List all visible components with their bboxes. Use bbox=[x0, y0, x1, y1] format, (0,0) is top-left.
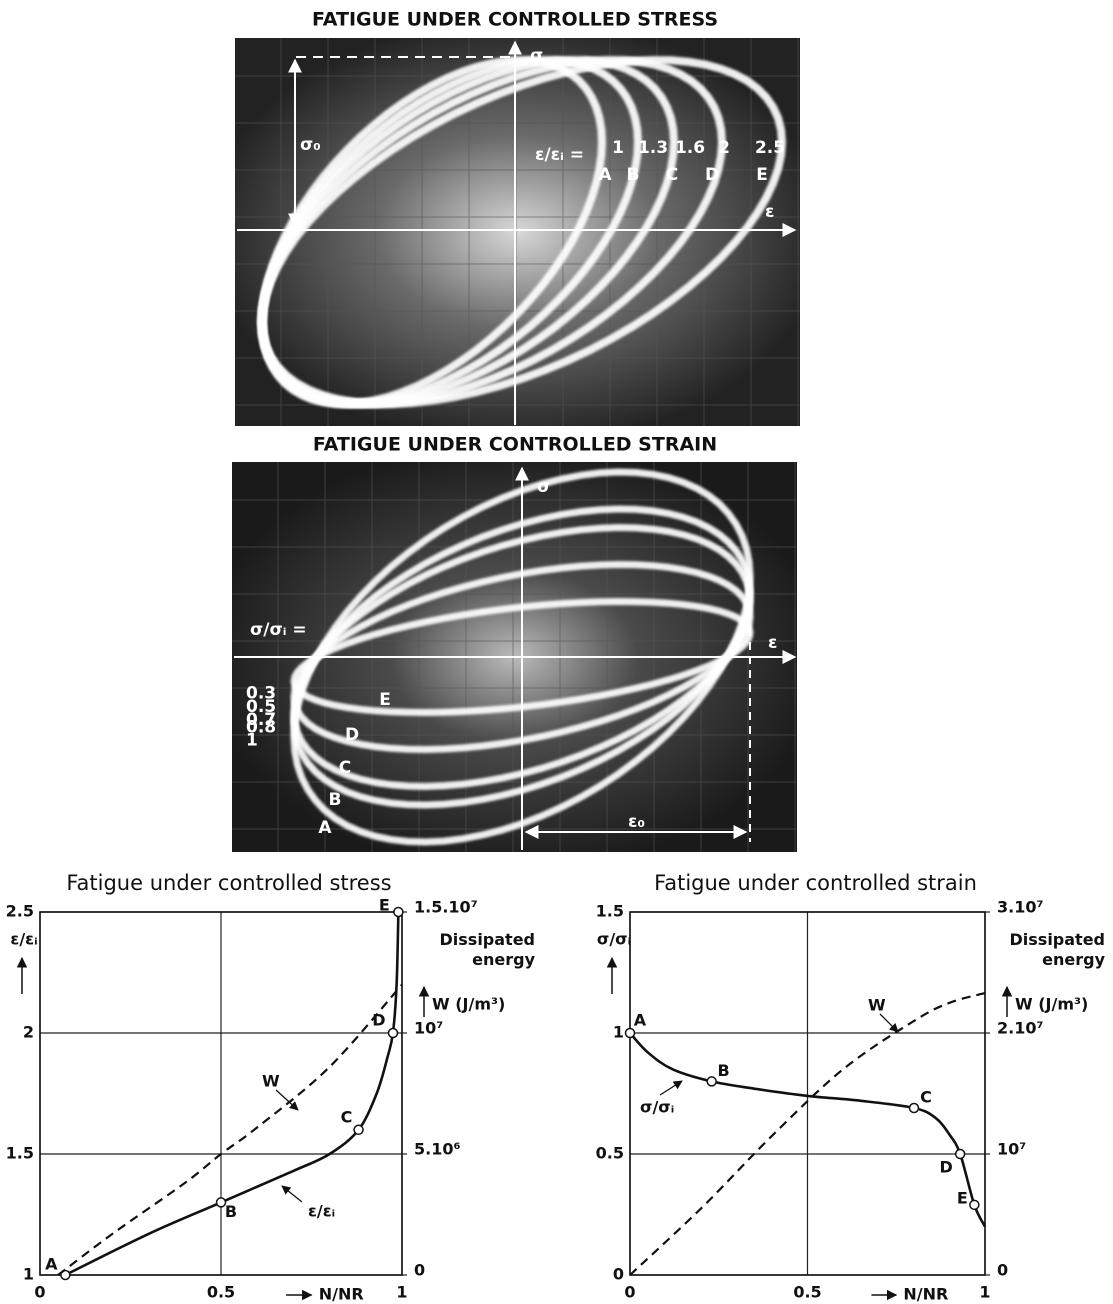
data-point bbox=[910, 1104, 919, 1113]
loop-label: C bbox=[666, 165, 678, 185]
y-axis-label: σ/σᵢ bbox=[597, 930, 631, 949]
series-label-arrow bbox=[880, 1014, 898, 1032]
x-tick-label: 1 bbox=[979, 1283, 990, 1302]
series-line bbox=[58, 985, 402, 1275]
point-label: E bbox=[957, 1188, 968, 1207]
data-point bbox=[707, 1077, 716, 1086]
x-tick-label: 0.5 bbox=[793, 1283, 821, 1302]
y-tick-label: 1.5 bbox=[596, 902, 624, 921]
loop-label: A bbox=[598, 165, 612, 185]
y2-tick-label: 2.10⁷ bbox=[997, 1019, 1043, 1038]
page: FATIGUE UNDER CONTROLLED STRESSσεσ₀ε/εᵢ … bbox=[0, 0, 1113, 1304]
amplitude-label: σ₀ bbox=[300, 135, 321, 155]
y2-axis-unit: W (J/m³) bbox=[432, 995, 505, 1014]
y2-axis-unit: W (J/m³) bbox=[1015, 995, 1088, 1014]
data-point bbox=[970, 1200, 979, 1209]
loop-label: B bbox=[627, 165, 640, 185]
point-label: A bbox=[634, 1011, 647, 1030]
ratio-value: 1.3 bbox=[638, 138, 668, 158]
y2-axis-label: Dissipated energy bbox=[995, 930, 1105, 970]
y-tick-label: 1 bbox=[23, 1265, 34, 1284]
point-label: A bbox=[45, 1255, 58, 1274]
x-tick-label: 0.5 bbox=[207, 1283, 235, 1302]
y2-tick-label: 10⁷ bbox=[414, 1019, 443, 1038]
ratio-value: 1 bbox=[612, 138, 624, 158]
data-point bbox=[394, 908, 403, 917]
loop-label: B bbox=[329, 790, 342, 810]
point-label: C bbox=[341, 1107, 353, 1126]
y-tick-label: 1 bbox=[613, 1023, 624, 1042]
series-label-arrow bbox=[660, 1081, 682, 1095]
point-label: D bbox=[940, 1158, 953, 1177]
point-label: B bbox=[225, 1202, 237, 1221]
y-tick-label: 0 bbox=[613, 1265, 624, 1284]
axis-label: ε bbox=[768, 633, 777, 653]
ratio-value: 2 bbox=[718, 138, 730, 158]
point-label: E bbox=[379, 896, 390, 915]
photo-title: FATIGUE UNDER CONTROLLED STRESS bbox=[312, 9, 718, 31]
ratio-value: 2.5 bbox=[755, 138, 785, 158]
ratio-label: ε/εᵢ = bbox=[535, 145, 584, 165]
point-label: B bbox=[718, 1061, 730, 1080]
data-point bbox=[354, 1125, 363, 1134]
x-axis-label: N/NR bbox=[319, 1285, 364, 1304]
series-label-arrow bbox=[276, 1090, 298, 1110]
series-label: W bbox=[262, 1072, 280, 1091]
data-point bbox=[956, 1150, 965, 1159]
x-tick-label: 0 bbox=[624, 1283, 635, 1302]
data-point bbox=[388, 1029, 397, 1038]
y-tick-label: 0.5 bbox=[596, 1144, 624, 1163]
chart-title: Fatigue under controlled stress bbox=[66, 871, 391, 895]
series-label: ε/εᵢ bbox=[308, 1202, 335, 1221]
y-tick-label: 2.5 bbox=[6, 902, 34, 921]
chart-title: Fatigue under controlled strain bbox=[654, 871, 977, 895]
y2-tick-label: 10⁷ bbox=[997, 1140, 1026, 1159]
y2-tick-label: 0 bbox=[414, 1261, 425, 1280]
y-tick-label: 1.5 bbox=[6, 1144, 34, 1163]
y2-axis-label: Dissipated energy bbox=[425, 930, 535, 970]
point-label: C bbox=[920, 1088, 932, 1107]
x-tick-label: 0 bbox=[34, 1283, 45, 1302]
y2-tick-label: 3.10⁷ bbox=[997, 898, 1043, 917]
series-label: σ/σᵢ bbox=[640, 1098, 674, 1117]
loop-label: A bbox=[318, 818, 332, 838]
amplitude-label: ε₀ bbox=[628, 812, 645, 832]
ratio-value: 1.6 bbox=[675, 138, 705, 158]
photo-title: FATIGUE UNDER CONTROLLED STRAIN bbox=[313, 434, 717, 456]
figure: FATIGUE UNDER CONTROLLED STRESSσεσ₀ε/εᵢ … bbox=[0, 0, 1113, 1304]
series-label: W bbox=[868, 996, 886, 1015]
loop-label: E bbox=[379, 690, 391, 710]
loop-label: D bbox=[705, 165, 719, 185]
ratio-label: σ/σᵢ = bbox=[250, 620, 307, 640]
y-axis-label: ε/εᵢ bbox=[10, 930, 37, 949]
y-tick-label: 2 bbox=[23, 1023, 34, 1042]
y2-tick-label: 1.5.10⁷ bbox=[414, 898, 478, 917]
y2-tick-label: 0 bbox=[997, 1261, 1008, 1280]
y2-tick-label: 5.10⁶ bbox=[414, 1140, 460, 1159]
loop-label: C bbox=[339, 758, 351, 778]
ratio-value: 1 bbox=[246, 731, 258, 751]
x-axis-label: N/NR bbox=[903, 1285, 948, 1304]
loop-label: D bbox=[345, 725, 359, 745]
series-label-arrow bbox=[282, 1186, 302, 1202]
point-label: D bbox=[372, 1011, 385, 1030]
data-point bbox=[626, 1029, 635, 1038]
loop-label: E bbox=[756, 165, 768, 185]
x-tick-label: 1 bbox=[396, 1283, 407, 1302]
